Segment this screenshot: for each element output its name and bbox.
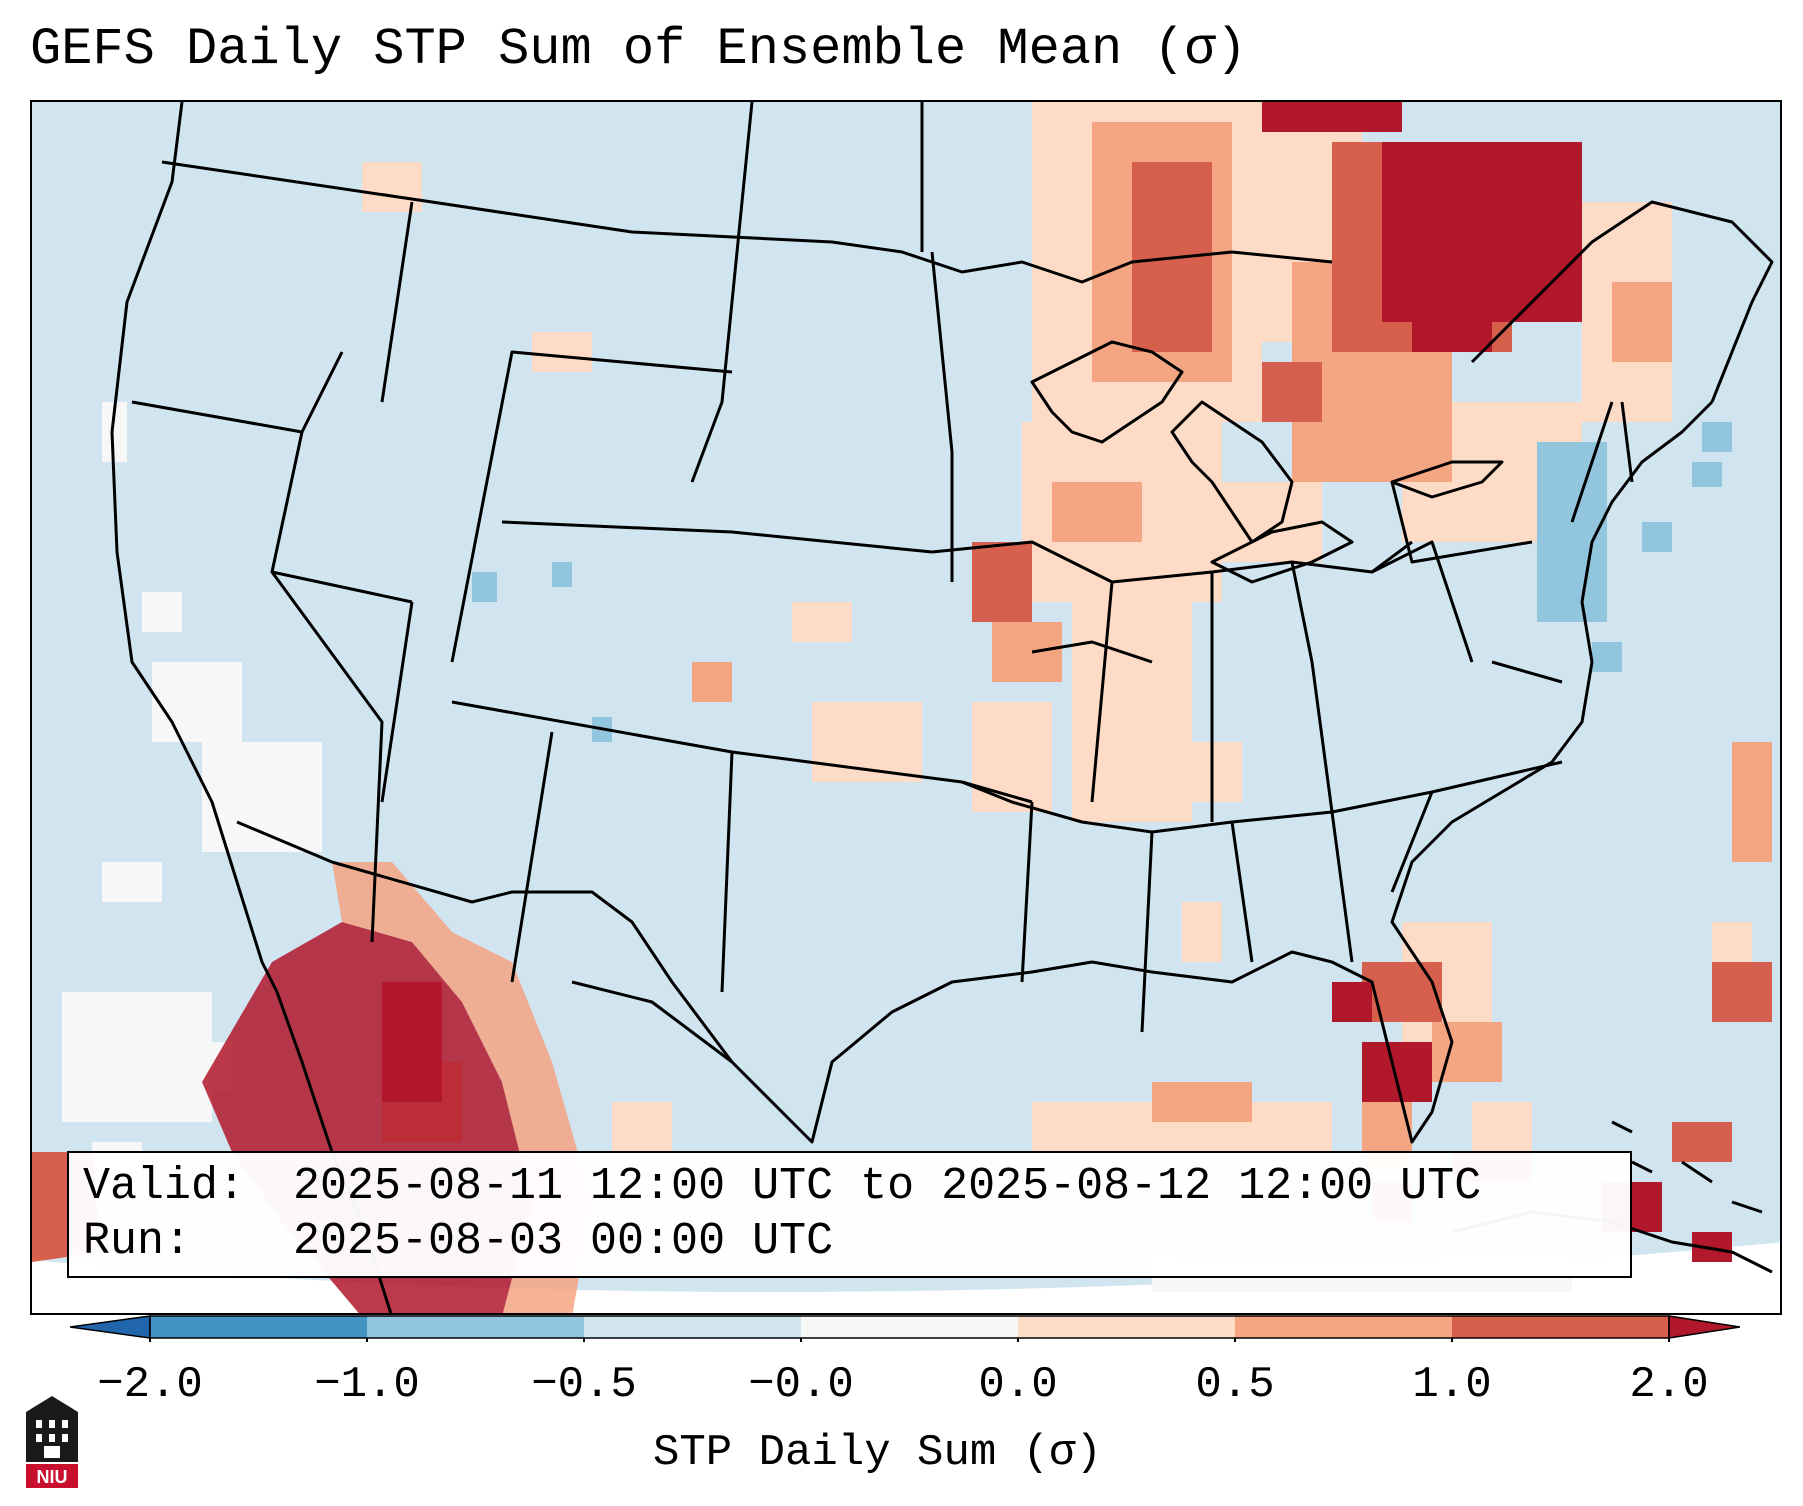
niu-logo: NIU	[26, 1396, 78, 1488]
map-title: GEFS Daily STP Sum of Ensemble Mean (σ)	[30, 20, 1247, 79]
colorbar-segment-2	[367, 1316, 584, 1338]
map-panel	[30, 100, 1782, 1315]
caribbean-islands	[1611, 1120, 1763, 1214]
colorbar-segment-6	[1235, 1316, 1452, 1338]
colorbar-tick-label: 2.0	[1629, 1360, 1709, 1410]
colorbar-label: STP Daily Sum (σ)	[653, 1428, 1102, 1478]
colorbar-tick-label: −0.0	[748, 1360, 854, 1410]
state-lines-west	[131, 350, 1033, 993]
colorbar-tick-label: −0.5	[531, 1360, 637, 1410]
colorbar	[70, 1315, 1740, 1342]
colorbar-segment-1	[150, 1316, 367, 1338]
valid-value: 2025-08-11 12:00 UTC to 2025-08-12 12:00…	[293, 1161, 1482, 1212]
colorbar-tick-label: 0.0	[978, 1360, 1058, 1410]
niu-logo-text: NIU	[37, 1467, 68, 1487]
northeast-coast	[1470, 200, 1774, 403]
colorbar-segment-5	[1018, 1316, 1235, 1338]
colorbar-under-arrow	[70, 1315, 151, 1339]
political-boundaries	[110, 102, 1774, 1313]
colorbar-tick-label: −1.0	[314, 1360, 420, 1410]
state-lines-central	[931, 540, 1563, 1033]
valid-label: Valid:	[83, 1161, 246, 1212]
colorbar-tick-label: 0.5	[1195, 1360, 1275, 1410]
colorbar-outline	[149, 1315, 1670, 1339]
canada-border	[161, 160, 1333, 284]
valid-time-box: Valid: 2025-08-11 12:00 UTC to 2025-08-12…	[67, 1151, 1632, 1278]
run-label: Run:	[83, 1216, 192, 1267]
west-coastline	[110, 102, 279, 993]
stp-map	[32, 102, 1780, 1313]
state-lines-east	[1371, 401, 1634, 684]
gulf-coastline	[571, 400, 1714, 1144]
mexico-border	[236, 820, 734, 1063]
run-value: 2025-08-03 00:00 UTC	[293, 1216, 834, 1267]
colorbar-segment-4	[801, 1316, 1018, 1338]
great-lakes	[1030, 340, 1504, 584]
colorbar-segment-7	[1452, 1316, 1669, 1338]
colorbar-tick-label: 1.0	[1412, 1360, 1492, 1410]
colorbar-segment-3	[584, 1316, 801, 1338]
colorbar-ticks	[149, 1338, 1670, 1342]
state-lines-north	[380, 102, 954, 582]
colorbar-tick-label: −2.0	[97, 1360, 203, 1410]
colorbar-over-arrow	[1668, 1315, 1740, 1339]
